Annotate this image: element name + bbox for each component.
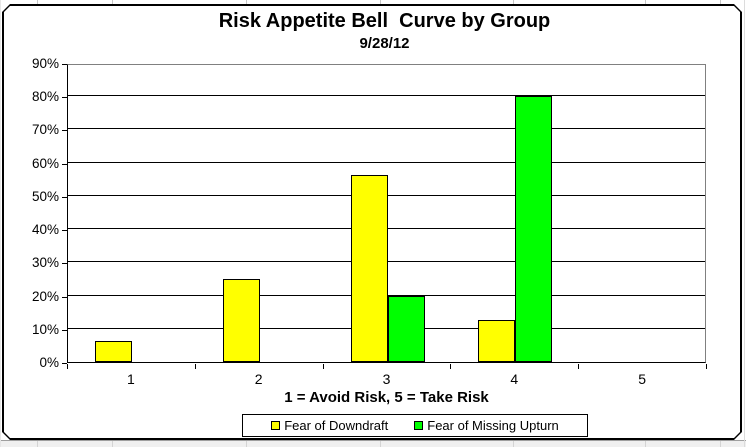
y-axis-label: 20% <box>31 288 59 304</box>
bar-fear-of-missing-upturn-cat-4[interactable] <box>515 96 552 362</box>
sheet-bottom-strip <box>0 441 746 447</box>
gridline-60 <box>68 162 705 163</box>
sheet-column-dash <box>720 441 721 447</box>
bar-fear-of-downdraft-cat-2[interactable] <box>223 279 260 362</box>
y-axis-label: 80% <box>31 89 59 105</box>
y-axis-tick <box>62 64 67 65</box>
y-axis-tick <box>62 97 67 98</box>
sheet-column-dash <box>513 0 514 4</box>
legend[interactable]: Fear of Downdraft Fear of Missing Upturn <box>242 414 588 437</box>
x-axis-tick <box>323 364 324 369</box>
legend-swatch-icon <box>271 421 280 430</box>
y-axis-label: 70% <box>31 122 59 138</box>
legend-label: Fear of Missing Upturn <box>427 418 559 433</box>
sheet-column-dash <box>112 441 113 447</box>
y-axis-tick <box>62 330 67 331</box>
sheet-column-dash <box>645 0 646 4</box>
y-axis-label: 10% <box>31 321 59 337</box>
sheet-column-dash <box>37 0 38 4</box>
bar-fear-of-downdraft-cat-4[interactable] <box>478 320 515 362</box>
x-axis-label-5: 5 <box>638 371 646 387</box>
x-axis-tick <box>67 364 68 369</box>
x-axis-label-3: 3 <box>382 371 391 387</box>
sheet-column-line <box>0 0 1 447</box>
bar-fear-of-downdraft-cat-1[interactable] <box>95 341 132 362</box>
x-axis-tick <box>195 364 196 369</box>
x-axis-label-2: 2 <box>254 371 263 387</box>
gridline-80 <box>68 95 705 96</box>
x-axis-label-1: 1 <box>126 371 135 387</box>
legend-entry-1[interactable]: Fear of Missing Upturn <box>414 418 559 433</box>
y-axis-tick <box>62 297 67 298</box>
x-axis-label-4: 4 <box>510 371 519 387</box>
sheet-column-dash <box>246 0 247 4</box>
bar-fear-of-missing-upturn-cat-3[interactable] <box>388 296 425 362</box>
y-axis-label: 30% <box>31 255 59 271</box>
sheet-row-line <box>0 440 746 441</box>
y-axis-tick <box>62 130 67 131</box>
y-axis-label: 40% <box>31 222 59 238</box>
y-axis-tick <box>62 363 67 364</box>
y-axis-tick <box>62 230 67 231</box>
chart-subtitle: 9/28/12 <box>359 35 410 52</box>
y-axis-label: 0% <box>39 355 59 370</box>
plot-area[interactable] <box>67 64 706 363</box>
chart-title: Risk Appetite Bell Curve by Group <box>218 10 551 32</box>
y-axis-tick <box>62 263 67 264</box>
y-axis-label: 50% <box>31 188 59 204</box>
sheet-column-dash <box>645 441 646 447</box>
x-axis-tick <box>706 364 707 369</box>
gridline-70 <box>68 128 705 129</box>
sheet-column-dash <box>380 441 381 447</box>
sheet-column-dash <box>246 441 247 447</box>
bar-fear-of-downdraft-cat-3[interactable] <box>351 175 388 362</box>
sheet-column-dash <box>37 441 38 447</box>
sheet-column-line <box>744 0 745 447</box>
x-axis-title: 1 = Avoid Risk, 5 = Take Risk <box>284 389 489 406</box>
sheet-column-dash <box>112 0 113 4</box>
x-axis-tick <box>450 364 451 369</box>
sheet-column-dash <box>720 0 721 4</box>
sheet-column-dash <box>513 441 514 447</box>
y-axis-tick <box>62 164 67 165</box>
y-axis-label: 90% <box>31 56 59 71</box>
x-axis-tick <box>578 364 579 369</box>
legend-swatch-icon <box>414 421 423 430</box>
y-axis-tick <box>62 197 67 198</box>
legend-label: Fear of Downdraft <box>284 418 389 433</box>
y-axis-label: 60% <box>31 155 59 171</box>
legend-entry-0[interactable]: Fear of Downdraft <box>271 418 388 433</box>
sheet-column-dash <box>380 0 381 4</box>
chart-object[interactable]: Risk Appetite Bell Curve by Group 9/28/1… <box>2 4 742 440</box>
